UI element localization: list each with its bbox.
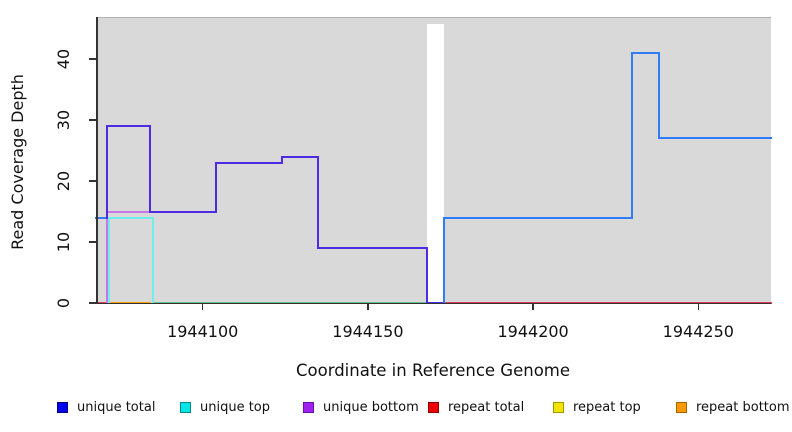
legend-label: unique total	[77, 399, 156, 415]
x-tick-label: 1944100	[167, 322, 239, 341]
y-tick-label: 40	[54, 48, 73, 70]
x-tick-label: 1944200	[497, 322, 569, 341]
legend-item-unique-bottom: unique bottom	[303, 398, 419, 416]
legend-swatch-icon	[180, 401, 191, 413]
series-segment-unique-total-left	[281, 155, 320, 158]
legend-label: repeat bottom	[696, 399, 790, 415]
legend-item-repeat-total: repeat total	[428, 398, 524, 416]
series-segment-unique-total-left	[317, 155, 320, 250]
series-segment-unique-total-right	[442, 216, 445, 304]
y-tick-label: 30	[54, 109, 73, 131]
y-tick-mark	[89, 241, 96, 243]
series-segment-unique-total-left	[148, 210, 217, 213]
x-tick-label: 1944250	[662, 322, 734, 341]
series-segment-unique-total-right	[631, 51, 634, 219]
series-segment-unique-total-right	[442, 216, 634, 219]
series-segment-unique-total-left	[214, 161, 217, 213]
series-segment-unique-total-left	[148, 125, 151, 213]
y-tick-mark	[89, 302, 96, 304]
y-tick-label: 0	[54, 297, 73, 309]
series-segment-unique-total-left	[426, 247, 429, 304]
series-segment-unique-top-cyan	[152, 216, 155, 304]
legend-label: repeat total	[448, 399, 525, 415]
legend-swatch-icon	[303, 401, 314, 413]
series-layer	[95, 17, 772, 304]
legend-label: unique bottom	[323, 399, 419, 415]
legend-swatch-icon	[553, 401, 564, 413]
x-tick-mark	[532, 304, 534, 310]
series-segment-unique-total-left	[281, 155, 283, 164]
series-segment-unique-top-cyan	[107, 216, 110, 304]
x-axis-line	[96, 302, 771, 304]
series-segment-unique-total-right	[657, 137, 772, 140]
y-axis-line	[96, 17, 98, 304]
y-tick-mark	[89, 180, 96, 182]
x-tick-label: 1944150	[332, 322, 404, 341]
legend-swatch-icon	[57, 401, 68, 413]
y-tick-mark	[89, 58, 96, 60]
legend-item-unique-top: unique top	[180, 398, 270, 416]
series-segment-unique-top-cyan	[107, 216, 155, 219]
series-segment-unique-total-left-edge	[95, 216, 108, 219]
legend-item-repeat-top: repeat top	[553, 398, 641, 416]
series-segment-unique-total-left	[105, 125, 108, 219]
series-segment-unique-total-left	[214, 161, 283, 164]
series-segment-unique-total-left	[317, 247, 429, 250]
series-segment-unique-total-left	[105, 125, 151, 128]
series-segment-unique-total-right	[657, 51, 660, 140]
x-tick-mark	[201, 304, 204, 310]
legend-label: repeat top	[573, 399, 641, 415]
series-segment-unique-total-right	[631, 51, 660, 54]
y-tick-mark	[89, 119, 96, 121]
series-segment-unique-bottom-violet	[105, 210, 151, 213]
legend-swatch-icon	[676, 401, 687, 413]
y-tick-label: 10	[54, 231, 73, 253]
y-axis-title: Read Coverage Depth	[7, 74, 27, 250]
masked-region-band	[427, 24, 444, 303]
x-tick-mark	[697, 304, 700, 310]
legend-label: unique top	[200, 399, 271, 415]
x-tick-mark	[367, 304, 369, 310]
legend: unique total unique top unique bottom repea…	[0, 398, 792, 420]
legend-swatch-icon	[428, 401, 439, 413]
legend-item-repeat-bottom: repeat bottom	[676, 398, 790, 416]
legend-item-unique-total: unique total	[57, 398, 155, 416]
series-segment-unique-bottom-violet	[105, 210, 108, 304]
x-axis-title: Coordinate in Reference Genome	[295, 361, 571, 380]
